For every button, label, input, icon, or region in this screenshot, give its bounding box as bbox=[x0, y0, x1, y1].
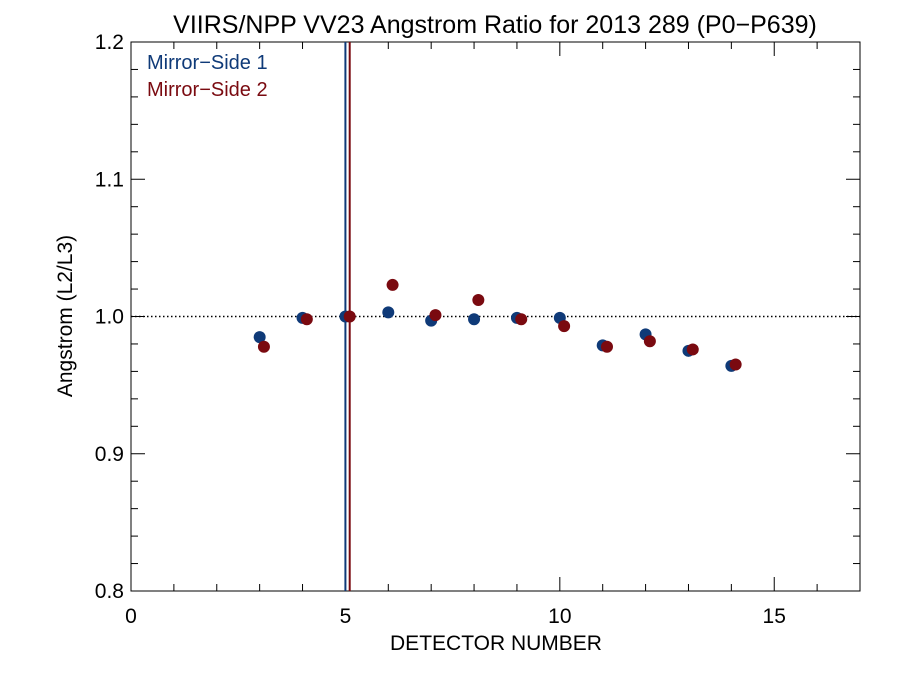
mirror-side-2-point bbox=[300, 313, 313, 326]
mirror-side-2-point bbox=[429, 309, 442, 322]
legend: Mirror−Side 1 Mirror−Side 2 bbox=[147, 52, 268, 101]
mirror-side-2-point bbox=[386, 278, 399, 291]
x-tick-label: 5 bbox=[340, 605, 352, 628]
chart-title: VIIRS/NPP VV23 Angstrom Ratio for 2013 2… bbox=[173, 11, 817, 39]
mirror-side-2-point bbox=[729, 358, 742, 371]
legend-entry-mirror-side-1: Mirror−Side 1 bbox=[147, 52, 268, 74]
y-tick-label: 0.9 bbox=[95, 443, 124, 466]
x-axis-label: DETECTOR NUMBER bbox=[390, 632, 602, 655]
mirror-side-1-point bbox=[253, 331, 266, 344]
y-tick-label: 1.1 bbox=[95, 168, 124, 191]
mirror-side-2-point bbox=[472, 294, 485, 307]
plot-area: 0 5 10 15 0.8 0.9 1.0 1.1 1.2 bbox=[95, 31, 861, 628]
mirror-side-2-point bbox=[343, 310, 356, 323]
mirror-side-2-point bbox=[686, 343, 699, 356]
mirror-side-2-point bbox=[558, 320, 571, 333]
mirror-side-1-point bbox=[382, 306, 395, 319]
mirror-side-2-point bbox=[600, 340, 613, 353]
y-tick-label: 1.2 bbox=[95, 31, 124, 54]
x-tick-label: 15 bbox=[763, 605, 786, 628]
mirror-side-2-point bbox=[515, 313, 528, 326]
y-tick-label: 1.0 bbox=[95, 306, 124, 329]
y-tick-label: 0.8 bbox=[95, 580, 124, 603]
x-tick-label: 0 bbox=[125, 605, 137, 628]
x-tick-label: 10 bbox=[548, 605, 571, 628]
mirror-side-2-point bbox=[257, 340, 270, 353]
mirror-side-2-point bbox=[643, 335, 656, 348]
y-axis-label: Angstrom (L2/L3) bbox=[54, 235, 77, 397]
mirror-side-1-point bbox=[468, 313, 481, 326]
legend-entry-mirror-side-2: Mirror−Side 2 bbox=[147, 79, 268, 101]
